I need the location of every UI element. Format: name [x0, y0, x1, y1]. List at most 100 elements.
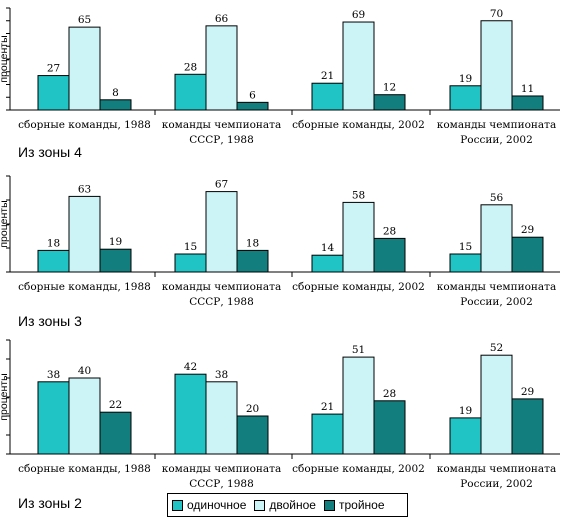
data-label: 70: [490, 8, 503, 20]
data-label: 19: [459, 73, 472, 85]
bar-double: [480, 354, 513, 455]
data-label: 8: [112, 87, 119, 99]
data-label: 22: [109, 399, 122, 411]
bar-triple: [373, 237, 406, 273]
data-label: 28: [184, 61, 197, 73]
y-axis-label: проценты: [0, 35, 10, 82]
bar-triple: [236, 249, 269, 273]
legend-label-double: двойное: [269, 498, 316, 512]
data-label: 67: [215, 179, 228, 191]
data-label: 56: [490, 192, 504, 204]
data-label: 40: [78, 365, 91, 377]
bar-double: [342, 201, 375, 273]
bar-triple: [99, 248, 132, 273]
bar-single: [449, 417, 482, 455]
data-label: 42: [184, 361, 197, 373]
category-label: сборные команды, 2002: [292, 281, 425, 293]
bar-triple: [236, 101, 269, 111]
legend-item-single: одиночное: [172, 498, 246, 512]
data-label: 58: [352, 189, 365, 201]
bar-double: [205, 25, 238, 111]
legend-swatch-single: [172, 499, 183, 511]
category-label: команды чемпионата: [437, 119, 556, 131]
zone-title: Из зоны 2: [18, 495, 82, 511]
bar-triple: [511, 398, 544, 455]
data-label: 52: [490, 342, 503, 354]
bar-single: [174, 373, 207, 455]
data-label: 65: [78, 14, 91, 26]
data-label: 63: [78, 183, 91, 195]
category-label: команды чемпионата: [162, 119, 281, 131]
data-label: 19: [459, 405, 472, 417]
bar-double: [205, 191, 238, 273]
category-label: сборные команды, 2002: [292, 119, 425, 131]
bar-single: [449, 85, 482, 111]
category-label: России, 2002: [460, 478, 533, 490]
data-label: 28: [383, 225, 396, 237]
data-label: 15: [184, 241, 197, 253]
bar-double: [68, 195, 101, 273]
bar-double: [342, 21, 375, 111]
y-axis-label: проценты: [0, 373, 10, 420]
data-label: 15: [459, 241, 472, 253]
bar-double: [480, 204, 513, 273]
bar-double: [68, 26, 101, 111]
bar-double: [480, 20, 513, 111]
data-label: 6: [249, 89, 256, 101]
data-label: 29: [521, 386, 534, 398]
legend-swatch-double: [254, 499, 266, 511]
data-label: 69: [352, 9, 365, 21]
bar-double: [342, 356, 375, 455]
data-label: 38: [47, 369, 60, 381]
bar-single: [37, 249, 70, 273]
bar-double: [68, 377, 101, 455]
bar-double: [205, 381, 238, 455]
bar-triple: [511, 95, 544, 111]
legend: одиночное двойное тройное: [167, 493, 408, 517]
bar-triple: [99, 411, 132, 455]
data-label: 29: [521, 224, 534, 236]
category-label: сборные команды, 1988: [18, 463, 151, 475]
category-label: сборные команды, 2002: [292, 463, 425, 475]
legend-label-single: одиночное: [187, 498, 247, 512]
category-label: СССР, 1988: [189, 478, 254, 490]
legend-swatch-triple: [323, 499, 335, 511]
y-axis-label: проценты: [0, 200, 10, 247]
bar-triple: [373, 400, 406, 455]
zone-title: Из зоны 3: [18, 313, 82, 329]
data-label: 38: [215, 369, 228, 381]
data-label: 21: [321, 401, 334, 413]
bar-single: [37, 381, 70, 455]
category-label: СССР, 1988: [189, 296, 254, 308]
bar-single: [311, 413, 344, 455]
data-label: 14: [321, 242, 335, 254]
bar-single: [37, 75, 70, 111]
bar-single: [449, 253, 482, 273]
bar-single: [311, 82, 344, 111]
legend-item-triple: тройное: [323, 498, 385, 512]
category-label: команды чемпионата: [437, 281, 556, 293]
data-label: 18: [47, 237, 60, 249]
data-label: 18: [246, 237, 259, 249]
category-label: сборные команды, 1988: [18, 119, 151, 131]
bar-single: [174, 253, 207, 273]
bar-triple: [236, 415, 269, 455]
category-label: России, 2002: [460, 296, 533, 308]
category-label: сборные команды, 1988: [18, 281, 151, 293]
data-label: 66: [215, 13, 229, 25]
data-label: 51: [352, 344, 365, 356]
data-label: 21: [321, 70, 334, 82]
data-label: 19: [109, 236, 122, 248]
legend-label-triple: тройное: [338, 498, 385, 512]
category-label: команды чемпионата: [162, 463, 281, 475]
legend-item-double: двойное: [254, 498, 316, 512]
bar-single: [311, 254, 344, 273]
data-label: 20: [246, 403, 259, 415]
bar-triple: [511, 236, 544, 273]
bar-triple: [99, 99, 132, 111]
data-label: 28: [383, 388, 396, 400]
category-label: команды чемпионата: [162, 281, 281, 293]
data-label: 11: [521, 83, 534, 95]
category-label: СССР, 1988: [189, 134, 254, 146]
